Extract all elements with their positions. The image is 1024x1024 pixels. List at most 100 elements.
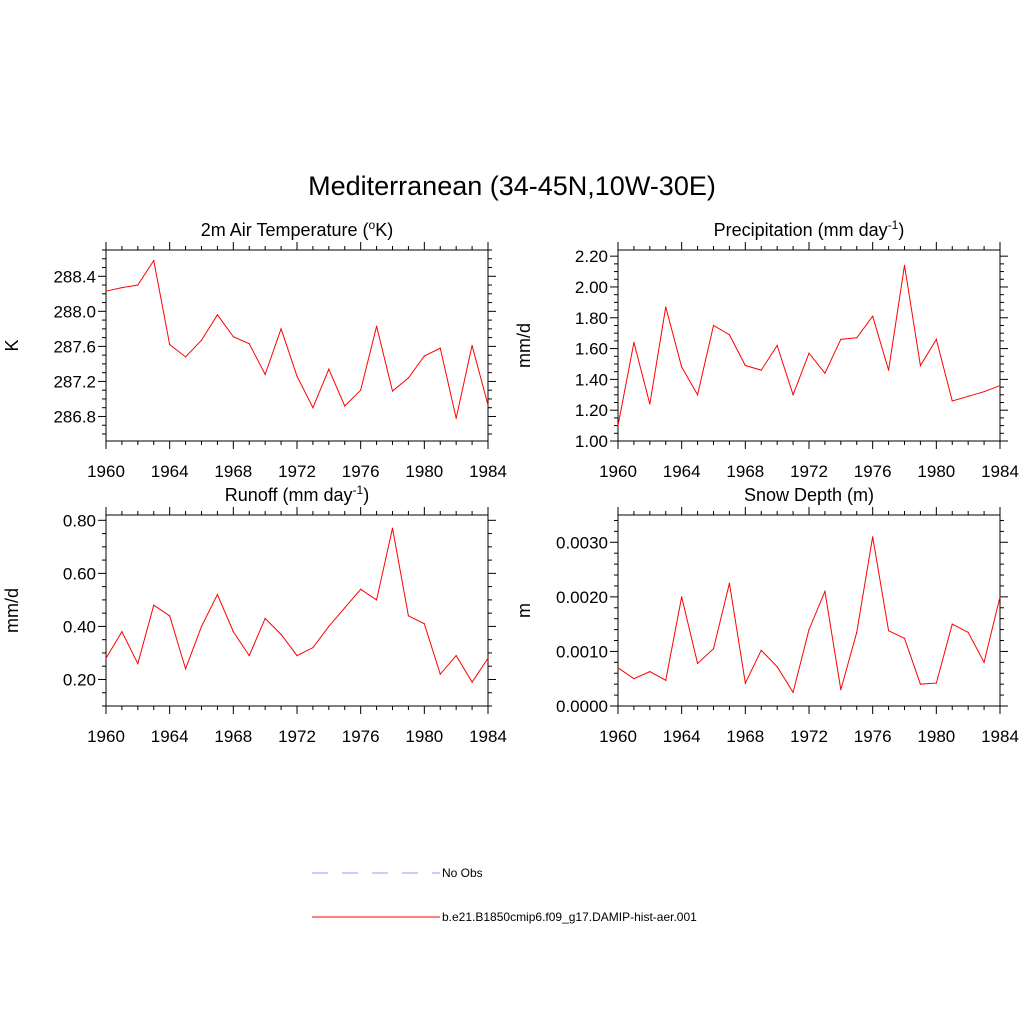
data-point xyxy=(776,344,778,347)
x-tick-label: 1972 xyxy=(278,462,316,481)
y-tick-label: 288.4 xyxy=(53,267,96,286)
data-point xyxy=(184,668,187,670)
y-tick-label: 0.20 xyxy=(63,670,96,689)
x-tick-label: 1976 xyxy=(854,727,892,746)
x-tick-label: 1984 xyxy=(981,727,1019,746)
y-tick-label: 1.00 xyxy=(575,432,608,451)
y-tick-label: 0.60 xyxy=(63,564,96,583)
data-point xyxy=(665,306,667,308)
x-tick-label: 1976 xyxy=(854,462,892,481)
data-point xyxy=(344,405,346,407)
data-point xyxy=(696,394,699,396)
panel-title: Snow Depth (m) xyxy=(744,485,874,505)
legend: No Obs b.e21.B1850cmip6.f09_g17.DAMIP-hi… xyxy=(312,866,697,924)
panel-title-text-end: ) xyxy=(898,220,904,240)
x-tick-label: 1960 xyxy=(87,727,125,746)
data-point xyxy=(633,341,635,344)
data-point xyxy=(200,339,203,341)
x-tick-label: 1968 xyxy=(214,727,252,746)
y-tick-label: 0.0010 xyxy=(556,642,608,661)
legend-model-label: b.e21.B1850cmip6.f09_g17.DAMIP-hist-aer.… xyxy=(442,910,697,924)
data-point xyxy=(935,682,937,684)
x-tick-label: 1964 xyxy=(151,727,189,746)
data-point xyxy=(423,623,425,625)
y-tick-label: 2.20 xyxy=(575,247,608,266)
panel-title-superscript: -1 xyxy=(888,218,899,232)
data-point xyxy=(792,691,794,693)
plot-frame xyxy=(105,514,489,707)
panel-title-text-end: ) xyxy=(363,485,369,505)
x-tick-label: 1972 xyxy=(278,727,316,746)
data-point xyxy=(887,630,890,632)
data-point xyxy=(280,328,282,330)
data-point xyxy=(712,648,715,650)
x-tick-label: 1964 xyxy=(663,727,701,746)
data-point xyxy=(232,631,234,633)
data-point xyxy=(872,315,874,317)
y-tick-label: 0.0030 xyxy=(556,533,608,552)
data-point xyxy=(455,417,457,419)
y-tick-label: 0.0020 xyxy=(556,588,608,607)
y-axis-label: mm/d xyxy=(2,588,22,633)
panel-title: Precipitation (mm day-1) xyxy=(714,218,905,240)
data-point xyxy=(919,364,922,367)
data-point xyxy=(487,404,489,406)
data-point xyxy=(264,373,266,376)
data-point xyxy=(919,683,922,685)
x-tick-label: 1972 xyxy=(790,727,828,746)
data-point xyxy=(856,631,858,633)
data-point xyxy=(216,314,219,316)
series-line xyxy=(617,536,1001,694)
x-tick-label: 1960 xyxy=(599,462,637,481)
data-point xyxy=(455,655,457,657)
panel-title-text: Snow Depth (m) xyxy=(744,485,874,505)
x-tick-label: 1964 xyxy=(151,462,189,481)
data-point xyxy=(744,364,746,367)
data-point xyxy=(824,372,826,374)
data-point xyxy=(169,615,171,617)
plot-frame xyxy=(617,514,1001,707)
x-tick-label: 1960 xyxy=(87,462,125,481)
data-point xyxy=(649,671,651,673)
data-point xyxy=(137,284,139,286)
data-point xyxy=(375,599,378,601)
data-point xyxy=(137,662,139,665)
data-point xyxy=(744,682,746,684)
data-point xyxy=(696,662,699,665)
x-tick-label: 1968 xyxy=(726,727,764,746)
y-axis-label: m xyxy=(514,603,534,618)
data-point xyxy=(728,334,731,336)
data-point xyxy=(169,344,171,346)
data-point xyxy=(360,389,362,391)
data-point xyxy=(983,661,985,663)
series-line xyxy=(617,265,1001,426)
data-point xyxy=(760,649,762,651)
data-point xyxy=(360,588,362,590)
data-point xyxy=(121,631,123,633)
data-point xyxy=(776,666,778,668)
x-tick-label: 1968 xyxy=(214,462,252,481)
data-point xyxy=(617,425,619,427)
panel-title: 2m Air Temperature (oK) xyxy=(201,218,393,240)
data-point xyxy=(391,390,394,392)
data-point xyxy=(856,337,858,339)
x-tick-label: 1980 xyxy=(917,462,955,481)
data-point xyxy=(216,593,219,596)
x-tick-label: 1972 xyxy=(790,462,828,481)
data-point xyxy=(439,673,441,675)
data-point xyxy=(649,403,651,405)
data-point xyxy=(967,395,969,397)
legend-obs-label: No Obs xyxy=(442,866,483,880)
data-point xyxy=(471,681,473,683)
x-tick-label: 1980 xyxy=(917,727,955,746)
x-tick-label: 1976 xyxy=(342,727,380,746)
plot-frame xyxy=(617,249,1001,442)
x-tick-label: 1980 xyxy=(405,727,443,746)
data-point xyxy=(184,356,187,358)
data-point xyxy=(296,655,298,657)
data-point xyxy=(712,324,715,327)
panel-title-text-end: K) xyxy=(375,220,393,240)
y-axis-label: K xyxy=(2,339,22,351)
data-point xyxy=(617,667,619,669)
data-point xyxy=(375,325,378,327)
